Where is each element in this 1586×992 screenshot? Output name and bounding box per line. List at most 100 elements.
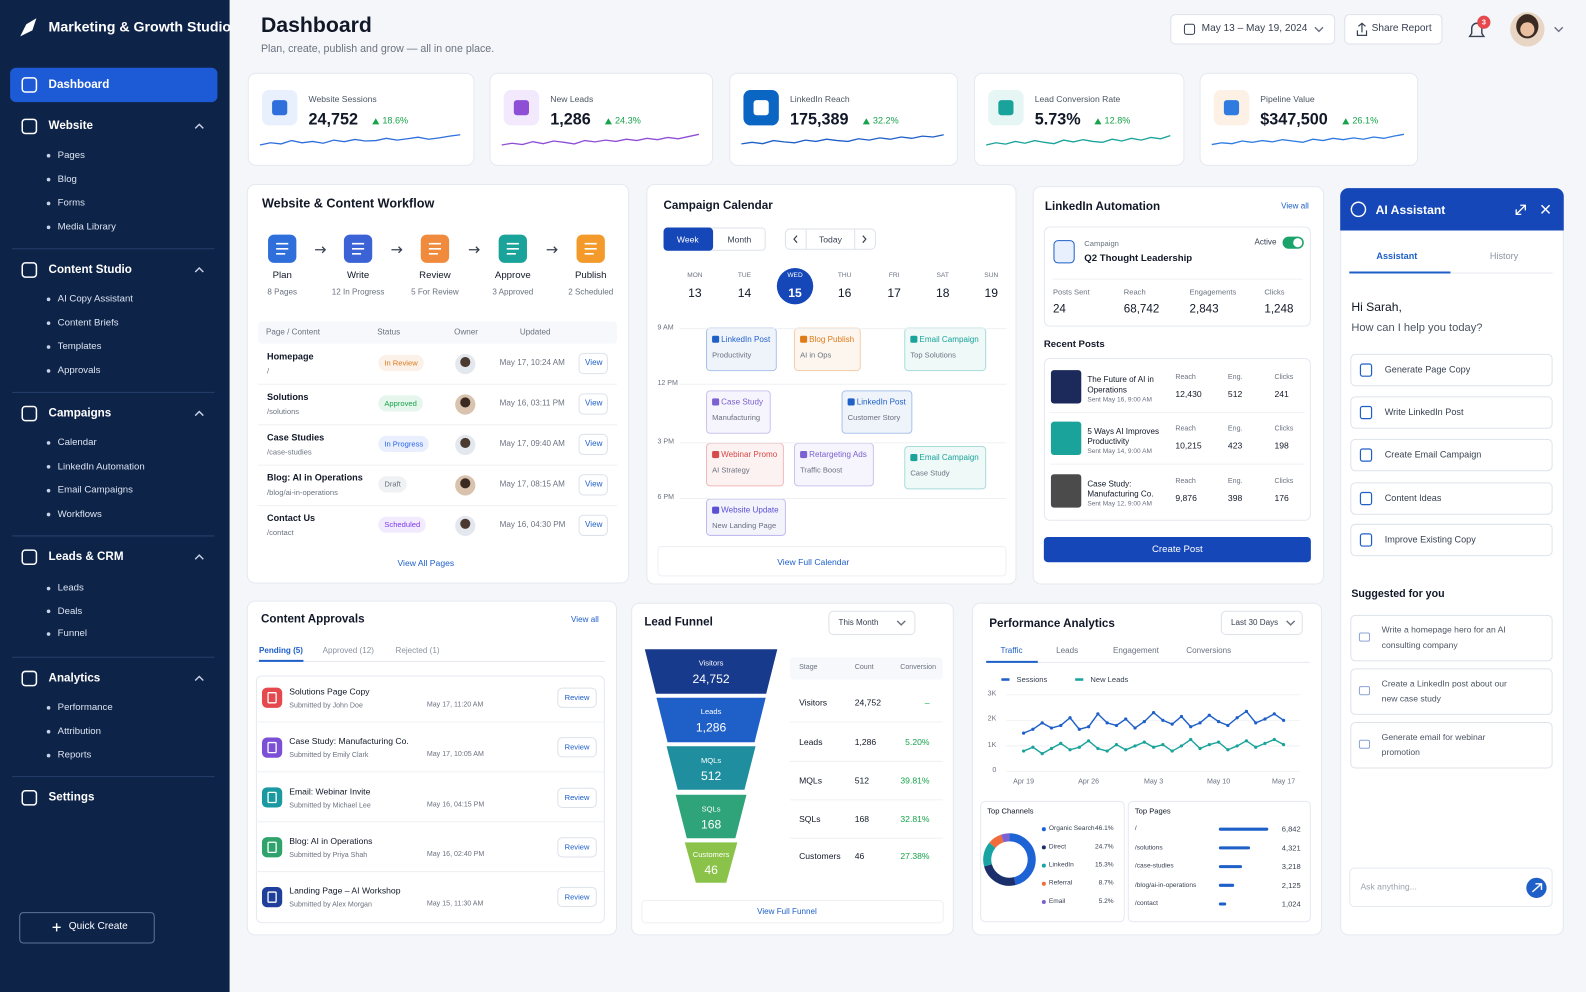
tab[interactable]: Rejected (1) xyxy=(395,646,440,656)
event[interactable] xyxy=(841,390,913,434)
link[interactable]: View Full Calendar xyxy=(777,556,850,567)
suggestion[interactable] xyxy=(1350,722,1553,769)
view-button[interactable] xyxy=(578,352,608,375)
review-button[interactable] xyxy=(557,787,597,808)
assistant-action[interactable] xyxy=(1350,438,1553,472)
assistant-action[interactable] xyxy=(1350,396,1553,429)
label[interactable]: Review xyxy=(564,692,590,703)
event[interactable] xyxy=(706,327,777,372)
label[interactable]: Create Post xyxy=(1151,544,1203,556)
nav-item[interactable] xyxy=(10,664,217,692)
label[interactable]: Improve Existing Copy xyxy=(1384,534,1476,545)
view-button[interactable] xyxy=(578,433,608,456)
label[interactable]: May 13 – May 19, 2024 xyxy=(1201,23,1308,35)
tab[interactable]: Conversions xyxy=(1186,646,1232,656)
nav-subitem[interactable]: Forms xyxy=(57,197,85,209)
date-range-picker[interactable] xyxy=(1170,14,1336,45)
nav-subitem[interactable]: Blog xyxy=(57,173,77,185)
tab[interactable]: Engagement xyxy=(1112,646,1159,656)
link[interactable]: View all xyxy=(571,614,599,624)
review-button[interactable] xyxy=(557,737,597,758)
create-post-button[interactable] xyxy=(1043,536,1311,563)
tab[interactable]: Assistant xyxy=(1376,251,1418,262)
tab[interactable]: History xyxy=(1489,251,1519,262)
view-button[interactable] xyxy=(578,474,608,496)
quick-create-button[interactable] xyxy=(19,912,155,944)
nav-active[interactable] xyxy=(10,67,218,103)
view-button[interactable] xyxy=(578,393,608,415)
link[interactable]: View all xyxy=(1281,201,1309,211)
nav-subitem[interactable]: Performance xyxy=(57,701,113,713)
nav-subitem[interactable]: AI Copy Assistant xyxy=(57,293,133,305)
assistant-action[interactable] xyxy=(1350,482,1553,515)
label[interactable]: Today xyxy=(818,234,842,245)
label[interactable]: Share Report xyxy=(1371,23,1432,35)
label[interactable]: View xyxy=(585,479,603,489)
event[interactable] xyxy=(794,327,861,372)
nav-subitem[interactable]: Calendar xyxy=(57,436,97,449)
nav-subitem[interactable]: Content Briefs xyxy=(57,317,119,329)
view-active[interactable] xyxy=(663,227,714,251)
event[interactable] xyxy=(706,498,786,536)
event[interactable] xyxy=(904,327,987,372)
nav-label[interactable]: Campaigns xyxy=(48,407,112,420)
label[interactable]: Last 30 Days xyxy=(1230,617,1279,627)
assistant-action[interactable] xyxy=(1350,523,1553,557)
chat-input[interactable] xyxy=(1349,867,1553,908)
label[interactable]: Create Email Campaign xyxy=(1384,449,1482,460)
nav-label[interactable]: Analytics xyxy=(48,672,101,685)
nav-label[interactable]: Leads & CRM xyxy=(48,550,124,564)
nav-item[interactable] xyxy=(10,399,217,427)
nav-subitem[interactable]: Leads xyxy=(57,582,84,594)
label[interactable]: This Month xyxy=(838,617,879,627)
review-button[interactable] xyxy=(557,887,597,908)
nav-subitem[interactable]: LinkedIn Automation xyxy=(57,460,145,472)
nav-label[interactable]: Content Studio xyxy=(48,263,132,276)
label[interactable]: Week xyxy=(676,234,699,245)
event[interactable] xyxy=(794,442,874,487)
label[interactable]: Generate email for webinar promotion xyxy=(1381,731,1486,758)
nav-item[interactable] xyxy=(10,784,217,812)
label[interactable]: Review xyxy=(564,792,590,802)
nav-label[interactable]: Settings xyxy=(48,791,95,804)
nav-subitem[interactable]: Reports xyxy=(57,749,92,761)
suggestion[interactable] xyxy=(1350,668,1553,715)
nav-subitem[interactable]: Deals xyxy=(57,605,83,617)
label[interactable]: Review xyxy=(564,842,590,852)
review-button[interactable] xyxy=(557,837,597,858)
label[interactable]: Create a LinkedIn post about our new cas… xyxy=(1381,678,1507,704)
event[interactable] xyxy=(706,390,771,434)
assistant-action[interactable] xyxy=(1350,353,1553,387)
suggestion[interactable] xyxy=(1350,614,1553,662)
nav-subitem[interactable]: Pages xyxy=(57,149,85,161)
link[interactable]: View All Pages xyxy=(397,557,455,568)
label[interactable]: Content Ideas xyxy=(1384,492,1442,503)
view-button[interactable] xyxy=(578,514,608,536)
label[interactable]: Review xyxy=(564,892,590,902)
nav-label[interactable]: Dashboard xyxy=(48,78,110,91)
label[interactable]: Review xyxy=(564,742,590,752)
toggle[interactable] xyxy=(1282,236,1304,249)
tab[interactable]: Pending (5) xyxy=(258,646,304,656)
event[interactable] xyxy=(706,442,784,487)
label[interactable]: Month xyxy=(727,234,752,245)
nav-subitem[interactable]: Funnel xyxy=(57,628,88,640)
tab[interactable]: Leads xyxy=(1056,646,1079,656)
nav-subitem[interactable]: Attribution xyxy=(57,725,101,737)
nav-subitem[interactable]: Workflows xyxy=(57,508,102,520)
link[interactable]: View Full Funnel xyxy=(757,907,817,917)
button-label[interactable]: Quick Create xyxy=(68,920,128,933)
nav-subitem[interactable]: Media Library xyxy=(57,221,116,233)
nav-subitem[interactable]: Approvals xyxy=(57,364,101,377)
label[interactable]: View xyxy=(585,519,603,529)
nav-subitem[interactable]: Templates xyxy=(57,341,102,353)
event[interactable] xyxy=(904,445,987,490)
label[interactable]: Write a homepage hero for an AI consulti… xyxy=(1381,624,1506,651)
tab[interactable]: Approved (12) xyxy=(322,646,374,656)
label[interactable]: Generate Page Copy xyxy=(1384,364,1471,375)
label[interactable]: Write LinkedIn Post xyxy=(1384,406,1464,417)
label[interactable]: View xyxy=(585,398,603,408)
nav-label[interactable]: Website xyxy=(48,120,93,133)
label[interactable]: View xyxy=(585,438,603,448)
label[interactable]: View xyxy=(585,357,603,368)
